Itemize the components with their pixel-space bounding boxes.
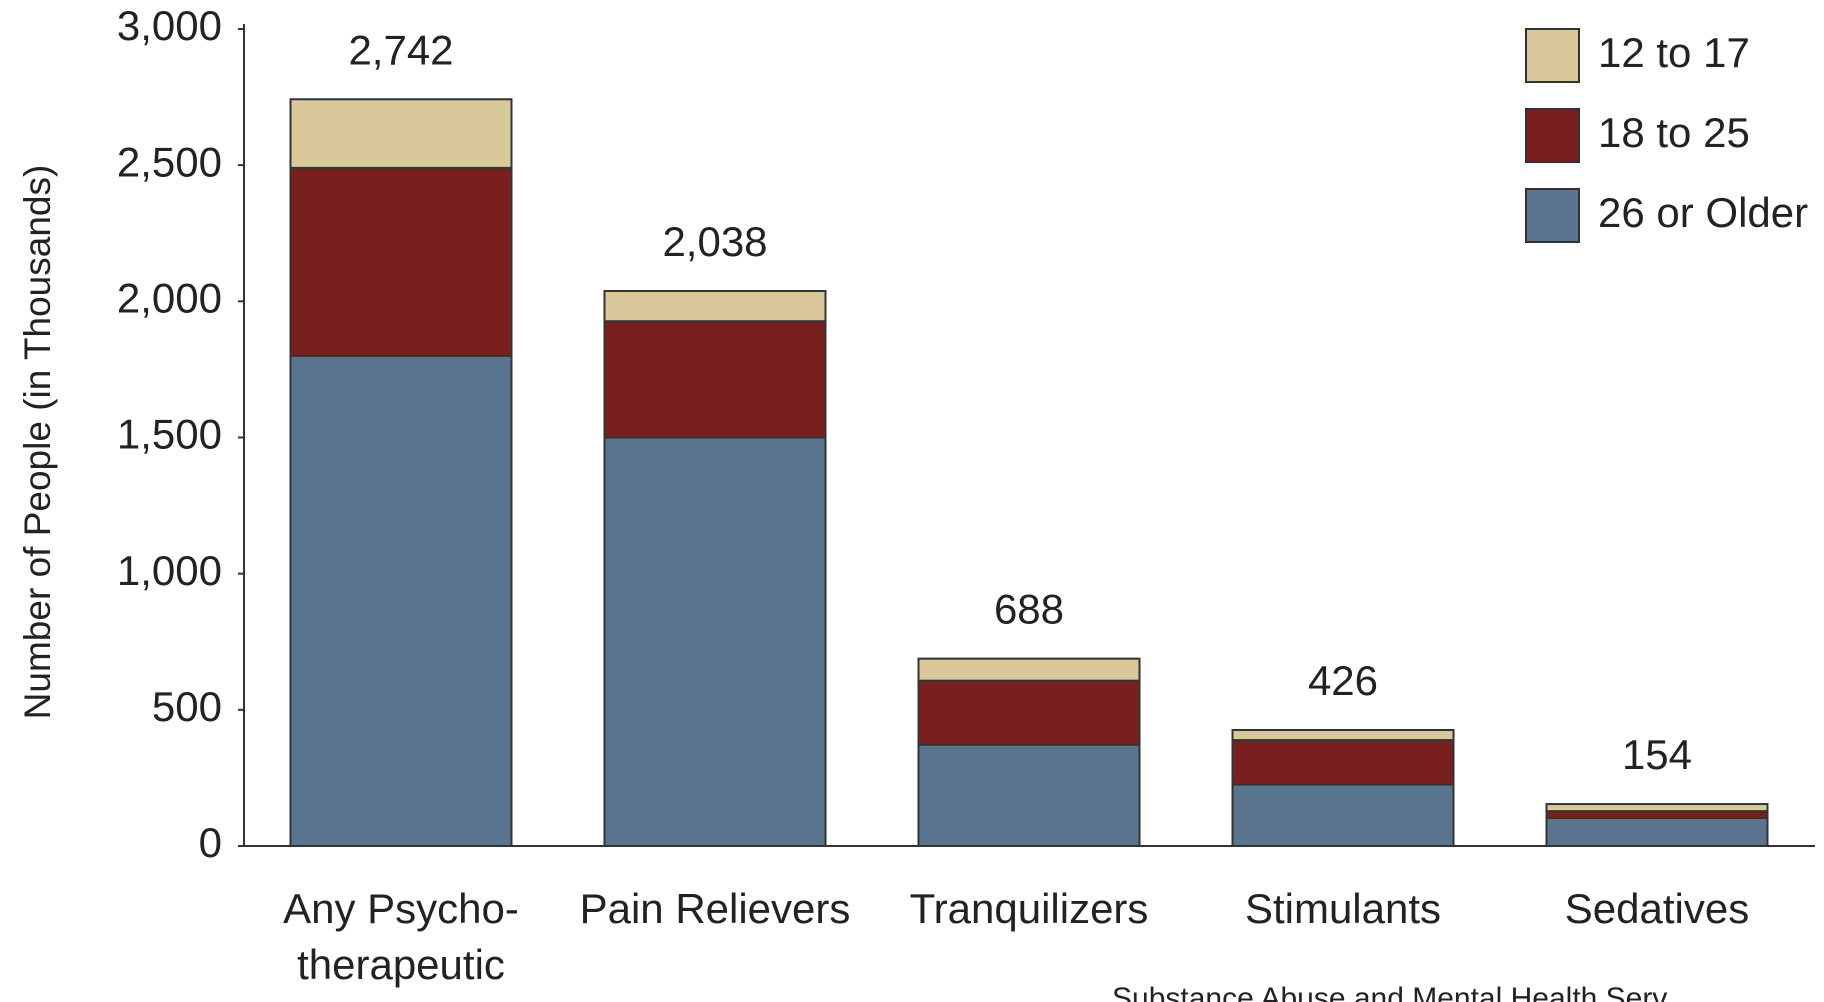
bar-segment [917, 657, 1141, 682]
total-label: 2,038 [662, 218, 767, 265]
total-label: 688 [994, 586, 1064, 633]
bar-segment [603, 289, 827, 323]
bar-segment [1545, 810, 1769, 819]
y-tick-label: 3,000 [117, 2, 222, 49]
bar-segment [1545, 816, 1769, 847]
bar-segment [1231, 783, 1455, 847]
bar-segment [1231, 728, 1455, 742]
x-tick-label: Pain Relievers [580, 885, 851, 932]
bar-segment [603, 436, 827, 847]
legend-label: 26 or Older [1598, 189, 1808, 236]
x-tick-label: Stimulants [1245, 885, 1441, 932]
x-tick-label: Sedatives [1565, 885, 1749, 932]
bar-segment [289, 354, 513, 847]
total-label: 154 [1622, 731, 1692, 778]
legend-label: 18 to 25 [1598, 109, 1750, 156]
y-tick-label: 500 [152, 683, 222, 730]
bar-segment [289, 166, 513, 357]
bar-segment [603, 320, 827, 439]
y-axis-title: Number of People (in Thousands) [17, 165, 58, 720]
x-tick-label: Any Psycho-therapeutic [283, 885, 519, 988]
y-tick-label: 2,500 [117, 138, 222, 185]
bar-segment [917, 743, 1141, 848]
y-tick-label: 1,500 [117, 411, 222, 458]
legend-swatch [1525, 188, 1580, 243]
legend-swatch [1525, 108, 1580, 163]
y-tick-label: 2,000 [117, 274, 222, 321]
total-label: 426 [1308, 657, 1378, 704]
total-label: 2,742 [348, 26, 453, 73]
bar-segment [1231, 739, 1455, 786]
y-tick-label: 0 [199, 819, 222, 866]
bar-segment [917, 679, 1141, 746]
x-tick-label: Tranquilizers [910, 885, 1149, 932]
legend-swatch [1525, 28, 1580, 83]
legend-label: 12 to 17 [1598, 29, 1750, 76]
source: Substance Abuse and Mental Health Serv [1112, 982, 1667, 1002]
y-tick-label: 1,000 [117, 547, 222, 594]
bar-segment [1545, 803, 1769, 813]
bar-segment [289, 98, 513, 169]
